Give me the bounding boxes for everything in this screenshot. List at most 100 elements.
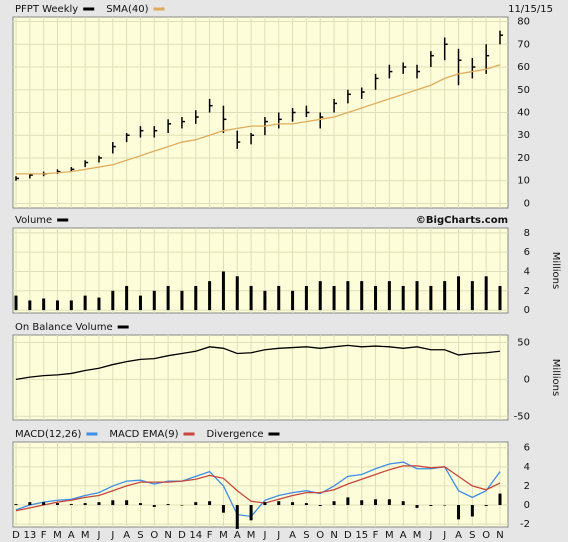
bar xyxy=(221,271,225,311)
bar xyxy=(374,499,378,506)
series-line xyxy=(16,64,501,175)
bar xyxy=(152,290,156,311)
x-tick-label: F xyxy=(207,530,213,541)
x-tick-label: M xyxy=(219,530,228,541)
x-tick-label: N xyxy=(164,530,171,541)
series-line xyxy=(15,461,501,518)
bar xyxy=(42,502,46,506)
series-line xyxy=(15,344,501,380)
bar xyxy=(194,502,198,506)
date: 11/15/15 xyxy=(508,4,553,15)
bar xyxy=(83,503,87,506)
axis-label: Millions xyxy=(550,252,561,289)
y-tick-label: 4 xyxy=(524,266,530,277)
bar xyxy=(318,505,322,506)
bar xyxy=(152,505,156,507)
bar xyxy=(470,281,474,311)
x-tick-label: A xyxy=(123,530,130,541)
x-tick-label: A xyxy=(400,530,407,541)
x-tick-label: A xyxy=(455,530,462,541)
legend-label: On Balance Volume xyxy=(15,322,113,333)
y-tick-label: 80 xyxy=(517,17,530,28)
x-tick-label: S xyxy=(303,530,309,541)
bar xyxy=(457,505,461,520)
bar xyxy=(125,285,129,311)
x-tick-label: A xyxy=(234,530,241,541)
bar xyxy=(401,285,405,311)
y-tick-label: 4 xyxy=(524,462,530,473)
x-tick-label: S xyxy=(469,530,475,541)
bar xyxy=(346,281,350,311)
bar xyxy=(318,281,322,311)
bar xyxy=(429,285,433,311)
y-tick-label: 2 xyxy=(524,481,530,492)
x-tick-label: M xyxy=(81,530,90,541)
bar xyxy=(28,502,32,506)
bar xyxy=(235,276,239,311)
bar xyxy=(443,505,447,506)
bar xyxy=(138,295,142,311)
x-tick-label: 15 xyxy=(355,530,368,541)
bar xyxy=(125,500,129,506)
bar xyxy=(291,502,295,506)
bar xyxy=(277,501,281,506)
panel xyxy=(12,441,509,528)
bar xyxy=(277,285,281,311)
bar xyxy=(374,285,378,311)
x-tick-label: J xyxy=(428,530,432,541)
bar xyxy=(69,504,73,506)
bar xyxy=(138,503,142,506)
y-tick-label: 60 xyxy=(517,62,530,73)
y-tick-label: 20 xyxy=(517,153,530,164)
y-tick-label: 50 xyxy=(517,337,530,348)
bar xyxy=(387,281,391,311)
x-tick-label: F xyxy=(373,530,379,541)
x-tick-label: D xyxy=(344,530,352,541)
x-tick-label: A xyxy=(68,530,75,541)
x-tick-label: J xyxy=(276,530,280,541)
bar xyxy=(208,281,212,311)
y-tick-label: 0 xyxy=(524,305,530,316)
y-tick-label: -2 xyxy=(520,519,530,530)
x-tick-label: J xyxy=(96,530,100,541)
legend-label: MACD(12,26) xyxy=(15,429,82,440)
panel xyxy=(12,334,509,421)
bar xyxy=(360,500,364,506)
bar xyxy=(194,285,198,311)
x-tick-label: M xyxy=(385,530,394,541)
y-tick-label: 8 xyxy=(524,228,530,239)
x-tick-label: O xyxy=(150,530,158,541)
bar xyxy=(498,493,502,506)
y-tick-label: 0 xyxy=(524,500,530,511)
bar xyxy=(235,505,239,529)
y-tick-label: 6 xyxy=(524,247,530,258)
x-tick-label: S xyxy=(137,530,143,541)
x-tick-label: F xyxy=(41,530,47,541)
y-tick-label: 70 xyxy=(517,39,530,50)
y-tick-label: 2 xyxy=(524,286,530,297)
bar xyxy=(304,503,308,506)
bar xyxy=(484,505,488,506)
axis-label: Millions xyxy=(550,359,561,396)
y-tick-label: 10 xyxy=(517,176,530,187)
bar xyxy=(55,503,59,506)
bar xyxy=(14,504,18,506)
bar xyxy=(346,497,350,506)
x-tick-label: A xyxy=(289,530,296,541)
legend-label: MACD EMA(9) xyxy=(109,429,178,440)
x-tick-label: O xyxy=(316,530,324,541)
x-tick-label: 14 xyxy=(189,530,202,541)
bar xyxy=(263,290,267,311)
bar xyxy=(180,290,184,311)
bar xyxy=(83,295,87,311)
bar xyxy=(415,505,419,508)
legend-label: PFPT Weekly xyxy=(15,4,78,15)
bar xyxy=(97,297,101,311)
bar xyxy=(166,285,170,311)
x-tick-label: D xyxy=(178,530,186,541)
y-tick-label: 0 xyxy=(524,198,530,209)
bar xyxy=(166,504,170,506)
bar xyxy=(55,300,59,311)
bar xyxy=(429,505,433,506)
bar xyxy=(180,505,184,506)
